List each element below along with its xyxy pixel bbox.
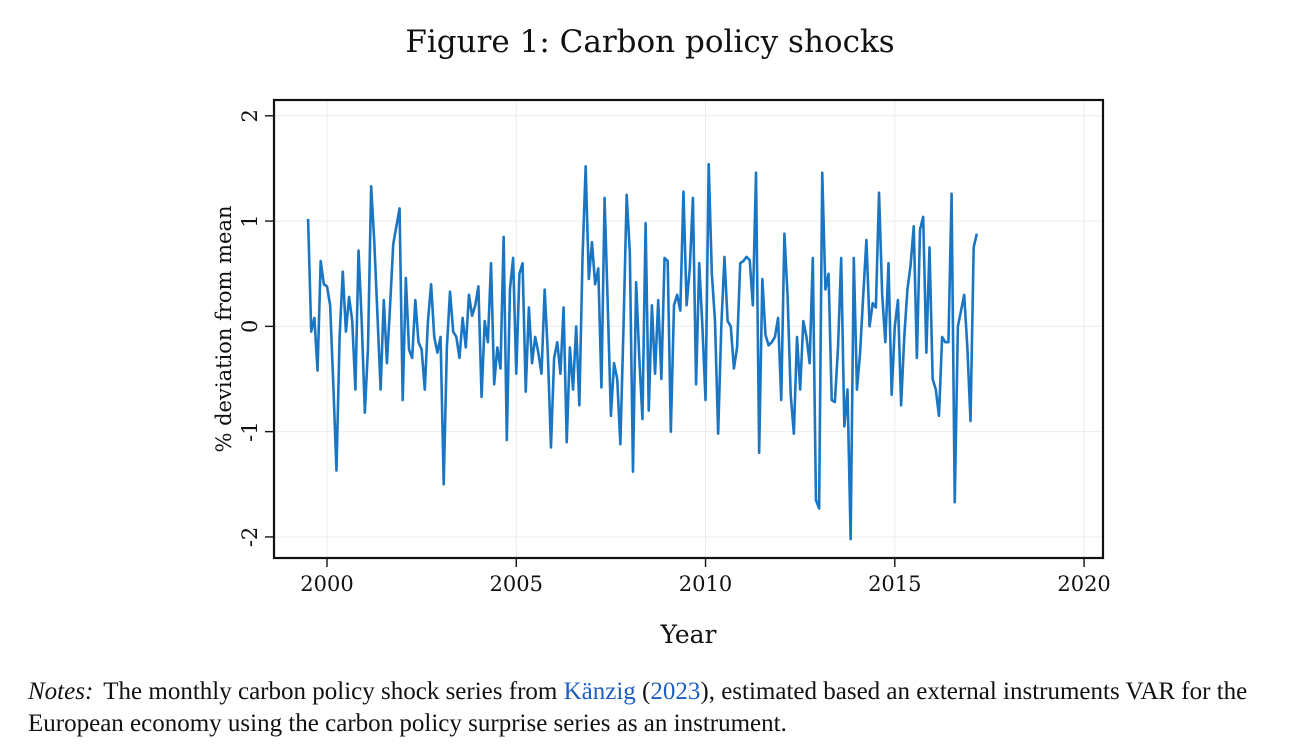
y-tick-label: -2 xyxy=(238,527,262,547)
axis-ticks: 2000 2005 2010 2015 2020 -2 -1 0 1 2 xyxy=(238,109,1111,596)
notes-text-before: The monthly carbon policy shock series f… xyxy=(103,678,564,705)
citation-year-link[interactable]: 2023 xyxy=(650,678,701,705)
y-tick-label: -1 xyxy=(238,421,262,441)
series-line xyxy=(306,162,979,541)
notes-text-after: ), estimated based an external instrumen… xyxy=(28,678,1248,737)
line-chart: 2000 2005 2010 2015 2020 -2 -1 0 1 2 Year % devia… xyxy=(212,98,1111,649)
x-tick-label: 2010 xyxy=(679,572,732,596)
notes-open-paren: ( xyxy=(635,678,651,705)
y-tick-label: 1 xyxy=(238,214,262,227)
y-tick-label: 2 xyxy=(238,109,262,122)
notes-label: Notes: xyxy=(28,678,94,705)
series-layer xyxy=(306,162,979,541)
figure-notes: Notes: The monthly carbon policy shock se… xyxy=(28,676,1288,740)
y-tick-label: 0 xyxy=(238,320,262,333)
figure-title: Figure 1: Carbon policy shocks xyxy=(405,24,895,60)
plot-frame xyxy=(272,98,1105,560)
x-tick-label: 2005 xyxy=(490,572,543,596)
x-tick-label: 2000 xyxy=(300,572,353,596)
x-tick-label: 2015 xyxy=(868,572,921,596)
x-tick-label: 2020 xyxy=(1057,572,1110,596)
citation-author-link[interactable]: Känzig xyxy=(563,678,636,705)
y-axis-label: % deviation from mean xyxy=(212,205,236,452)
x-axis-label: Year xyxy=(660,620,717,649)
grid-lines xyxy=(274,100,1103,558)
